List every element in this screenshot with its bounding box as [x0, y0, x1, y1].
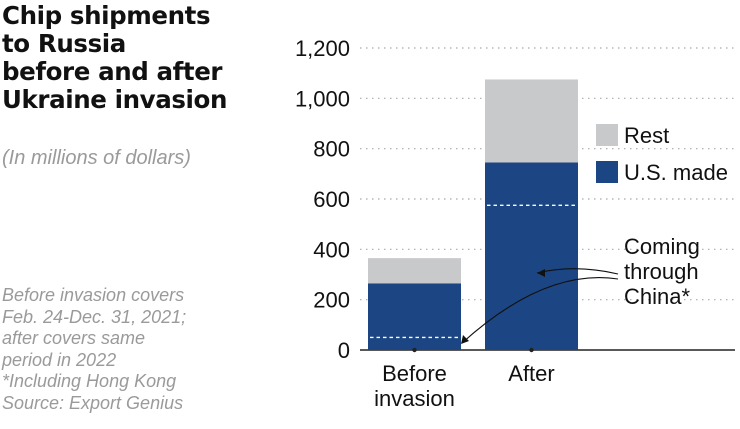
legend-swatch-u-s-made: [596, 161, 618, 183]
x-tick-mark: [412, 347, 417, 353]
y-tick-label: 0: [338, 338, 350, 363]
title-line: to Russia: [2, 29, 126, 58]
bar-rest: [485, 79, 578, 163]
x-tick-mark: [529, 347, 534, 353]
y-tick-label: 400: [313, 237, 350, 262]
bar-u-s-made: [485, 162, 578, 350]
title-line: before and after: [2, 57, 223, 86]
legend-label-rest: Rest: [624, 123, 669, 148]
y-tick-label: 1,200: [295, 36, 350, 61]
arrowhead: [537, 269, 545, 277]
note-line: period in 2022: [2, 349, 117, 370]
x-tick-label: invasion: [374, 386, 455, 411]
y-tick-label: 200: [313, 288, 350, 313]
bar-u-s-made: [368, 283, 461, 350]
source: Source: Export Genius: [2, 392, 184, 413]
chart-title: Chip shipments to Russia before and afte…: [2, 2, 252, 114]
y-tick-label: 600: [313, 187, 350, 212]
annotation-arrow: [461, 277, 619, 344]
x-tick-label: After: [508, 361, 554, 386]
legend-swatch-rest: [596, 124, 618, 146]
legend-label-u-s-made: U.S. made: [624, 160, 728, 185]
annotation-text: China*: [624, 284, 690, 309]
footnote: *Including Hong Kong: [2, 371, 177, 391]
title-line: Ukraine invasion: [2, 85, 227, 114]
title-line: Chip shipments: [2, 1, 211, 30]
note-line: Before invasion covers: [2, 285, 185, 305]
note-line: after covers same: [2, 328, 146, 348]
y-tick-label: 1,000: [295, 86, 350, 111]
bar-rest: [368, 258, 461, 284]
annotation-text: Coming: [624, 234, 700, 259]
annotation-text: through: [624, 259, 699, 284]
chart-notes: Before invasion covers Feb. 24-Dec. 31, …: [2, 285, 262, 414]
arrowhead: [461, 335, 469, 344]
note-line: Feb. 24-Dec. 31, 2021;: [2, 306, 187, 327]
y-tick-label: 800: [313, 137, 350, 162]
chart-subtitle: (In millions of dollars): [2, 147, 191, 169]
x-tick-label: Before: [382, 361, 447, 386]
